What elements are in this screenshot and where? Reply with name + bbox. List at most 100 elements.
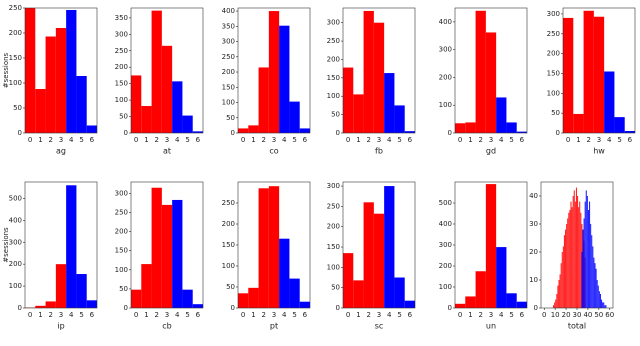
bar — [465, 296, 476, 308]
y-tick-label: 50 — [226, 114, 235, 122]
bar — [172, 199, 183, 308]
x-tick-label: 5 — [185, 136, 189, 144]
bar — [238, 128, 249, 133]
y-tick-label: 40 — [529, 192, 538, 200]
histogram-bar — [580, 212, 582, 308]
histogram-bar — [582, 229, 584, 308]
y-tick-label: 50 — [551, 109, 560, 117]
y-tick-label: 200 — [327, 55, 340, 63]
x-tick-label: 4 — [387, 136, 392, 144]
x-tick-label: 2 — [261, 136, 265, 144]
y-tick-label: 500 — [9, 194, 22, 202]
y-tick-label: 30 — [529, 220, 538, 228]
bar — [76, 76, 87, 133]
bar — [485, 184, 497, 308]
y-tick-label: 0 — [336, 304, 340, 312]
x-tick-label: 0 — [28, 136, 32, 144]
y-tick-label: 300 — [439, 46, 452, 54]
x-axis-label: at — [163, 147, 171, 156]
x-axis-label: ag — [56, 147, 66, 156]
histogram-bar — [583, 218, 585, 308]
x-tick-label: 5 — [617, 136, 621, 144]
x-tick-label: 6 — [408, 136, 413, 144]
y-tick-label: 250 — [115, 209, 128, 217]
x-tick-label: 1 — [251, 136, 255, 144]
histogram-bar — [556, 294, 558, 308]
bar — [624, 131, 635, 133]
bar — [353, 280, 364, 308]
x-tick-label: 2 — [261, 311, 265, 319]
histogram-bar — [581, 252, 583, 308]
x-tick-label: 1 — [251, 311, 255, 319]
y-tick-label: 150 — [547, 69, 560, 77]
bar — [131, 289, 142, 308]
axes-frame — [342, 7, 416, 134]
x-tick-label: 0 — [134, 311, 138, 319]
x-tick-label: 0 — [241, 311, 245, 319]
histogram-bar — [575, 187, 577, 308]
bar — [353, 94, 364, 133]
axes-frame — [237, 7, 311, 134]
bar — [573, 113, 584, 133]
bar — [475, 10, 486, 133]
bar — [35, 305, 46, 308]
bar — [455, 303, 466, 308]
y-tick-label: 100 — [327, 263, 340, 271]
y-tick-label: 0 — [448, 304, 452, 312]
bar — [384, 186, 395, 308]
bar — [268, 186, 280, 308]
bar — [583, 10, 594, 133]
bar — [593, 16, 605, 134]
y-tick-label: 200 — [115, 63, 128, 71]
bar — [182, 115, 193, 133]
x-tick-label: 3 — [165, 136, 169, 144]
bar — [604, 71, 615, 133]
y-tick-label: 300 — [547, 10, 560, 18]
y-tick-label: 300 — [222, 38, 235, 46]
y-tick-label: 100 — [439, 101, 452, 109]
x-tick-label: 4 — [282, 311, 287, 319]
y-tick-label: 250 — [222, 199, 235, 207]
x-tick-label: 3 — [59, 136, 63, 144]
bar — [192, 304, 203, 308]
x-tick-label: 3 — [59, 311, 63, 319]
bar — [86, 300, 97, 308]
x-tick-label: 50 — [594, 311, 603, 319]
x-tick-label: 0 — [134, 136, 138, 144]
x-tick-label: 3 — [597, 136, 601, 144]
bar — [516, 131, 527, 133]
y-tick-label: 300 — [327, 182, 340, 190]
y-tick-label: 250 — [327, 202, 340, 210]
y-tick-label: 0 — [124, 304, 128, 312]
x-tick-label: 5 — [292, 136, 296, 144]
bar — [161, 204, 173, 308]
bar — [55, 28, 67, 133]
y-tick-label: 300 — [9, 238, 22, 246]
x-tick-label: 2 — [48, 311, 52, 319]
y-axis-label: #sessions — [2, 227, 10, 263]
y-tick-label: 50 — [13, 104, 22, 112]
bar — [35, 89, 46, 133]
bar — [384, 73, 395, 133]
x-tick-label: 6 — [196, 136, 201, 144]
histogram-bar — [598, 291, 600, 308]
bar — [268, 11, 280, 133]
x-tick-label: 6 — [628, 136, 633, 144]
histogram-bar — [602, 302, 604, 308]
x-tick-label: 6 — [90, 311, 95, 319]
y-tick-label: 100 — [439, 283, 452, 291]
x-tick-label: 4 — [499, 136, 504, 144]
x-tick-label: 1 — [38, 136, 42, 144]
bar — [279, 25, 290, 134]
histogram-bar — [573, 190, 575, 308]
x-axis-label: total — [568, 322, 586, 331]
y-tick-label: 100 — [222, 99, 235, 107]
y-axis-label: #sessions — [2, 52, 10, 88]
y-tick-label: 200 — [439, 262, 452, 270]
histogram-bar — [605, 305, 607, 308]
x-tick-label: 6 — [303, 136, 308, 144]
bar — [289, 101, 300, 133]
x-tick-label: 0 — [542, 311, 546, 319]
x-axis-label: hw — [593, 147, 605, 156]
y-tick-label: 200 — [222, 220, 235, 228]
